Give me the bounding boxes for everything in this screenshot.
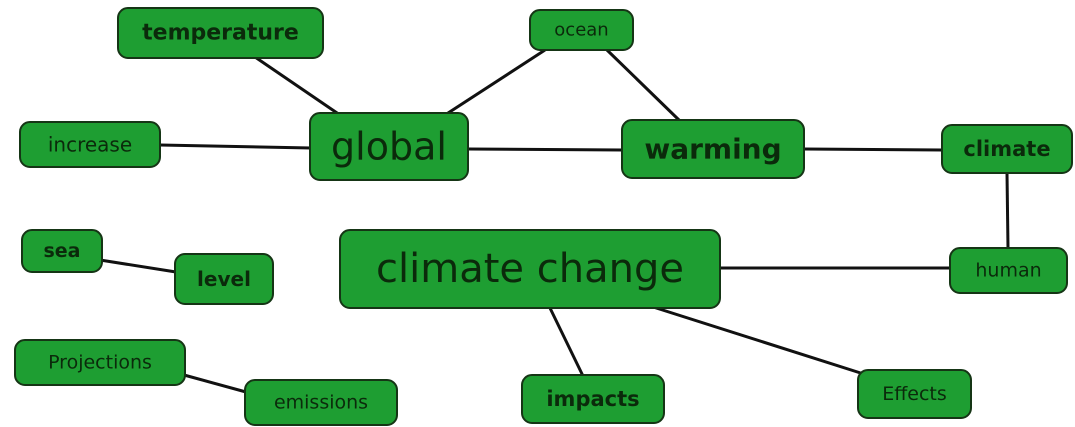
- edge: [444, 48, 546, 117]
- node-box: [529, 9, 634, 51]
- node-box: [521, 374, 665, 424]
- node-label: sea: [43, 240, 80, 262]
- node: temperature: [117, 7, 324, 59]
- edge: [183, 373, 247, 394]
- node: emissions: [244, 379, 398, 426]
- node: global: [309, 112, 469, 181]
- edge: [649, 304, 871, 378]
- node: human: [949, 247, 1068, 294]
- node: Projections: [14, 339, 186, 386]
- nodes: temperature ocean increase global warming cli…: [14, 7, 1073, 426]
- edge: [605, 48, 682, 123]
- node: climate: [941, 124, 1073, 174]
- node: warming: [621, 119, 805, 179]
- node-label: increase: [48, 133, 132, 157]
- node-label: climate: [963, 137, 1050, 161]
- node-label: impacts: [546, 387, 639, 411]
- edge: [1005, 172, 1010, 249]
- node-label: human: [975, 260, 1041, 282]
- node-box: [174, 253, 274, 305]
- node-label: ocean: [554, 20, 608, 41]
- edge: [159, 143, 312, 150]
- node-box: [621, 119, 805, 179]
- node-box: [19, 121, 161, 168]
- node: ocean: [529, 9, 634, 51]
- node: increase: [19, 121, 161, 168]
- edge: [254, 55, 341, 117]
- node-box: [244, 379, 398, 426]
- node: sea: [21, 229, 103, 273]
- node-box: [857, 369, 972, 419]
- node-box: [941, 124, 1073, 174]
- node-box: [14, 339, 186, 386]
- node-label: global: [331, 125, 447, 169]
- edge: [467, 147, 623, 152]
- node: Effects: [857, 369, 972, 419]
- edge: [803, 147, 943, 152]
- node-label: warming: [644, 133, 781, 166]
- node: climate change: [339, 229, 721, 309]
- node-box: [21, 229, 103, 273]
- node-label: temperature: [142, 21, 299, 46]
- edge: [99, 258, 177, 274]
- node-label: Projections: [48, 352, 152, 374]
- node-box: [949, 247, 1068, 294]
- node-label: emissions: [274, 392, 368, 414]
- node-box: [309, 112, 469, 181]
- node-label: Effects: [882, 383, 947, 405]
- node-box: [339, 229, 721, 309]
- edges: [99, 48, 1010, 394]
- node: impacts: [521, 374, 665, 424]
- node: level: [174, 253, 274, 305]
- edge: [548, 307, 585, 377]
- node-box: [117, 7, 324, 59]
- node-label: level: [197, 267, 251, 291]
- node-label: climate change: [376, 246, 684, 292]
